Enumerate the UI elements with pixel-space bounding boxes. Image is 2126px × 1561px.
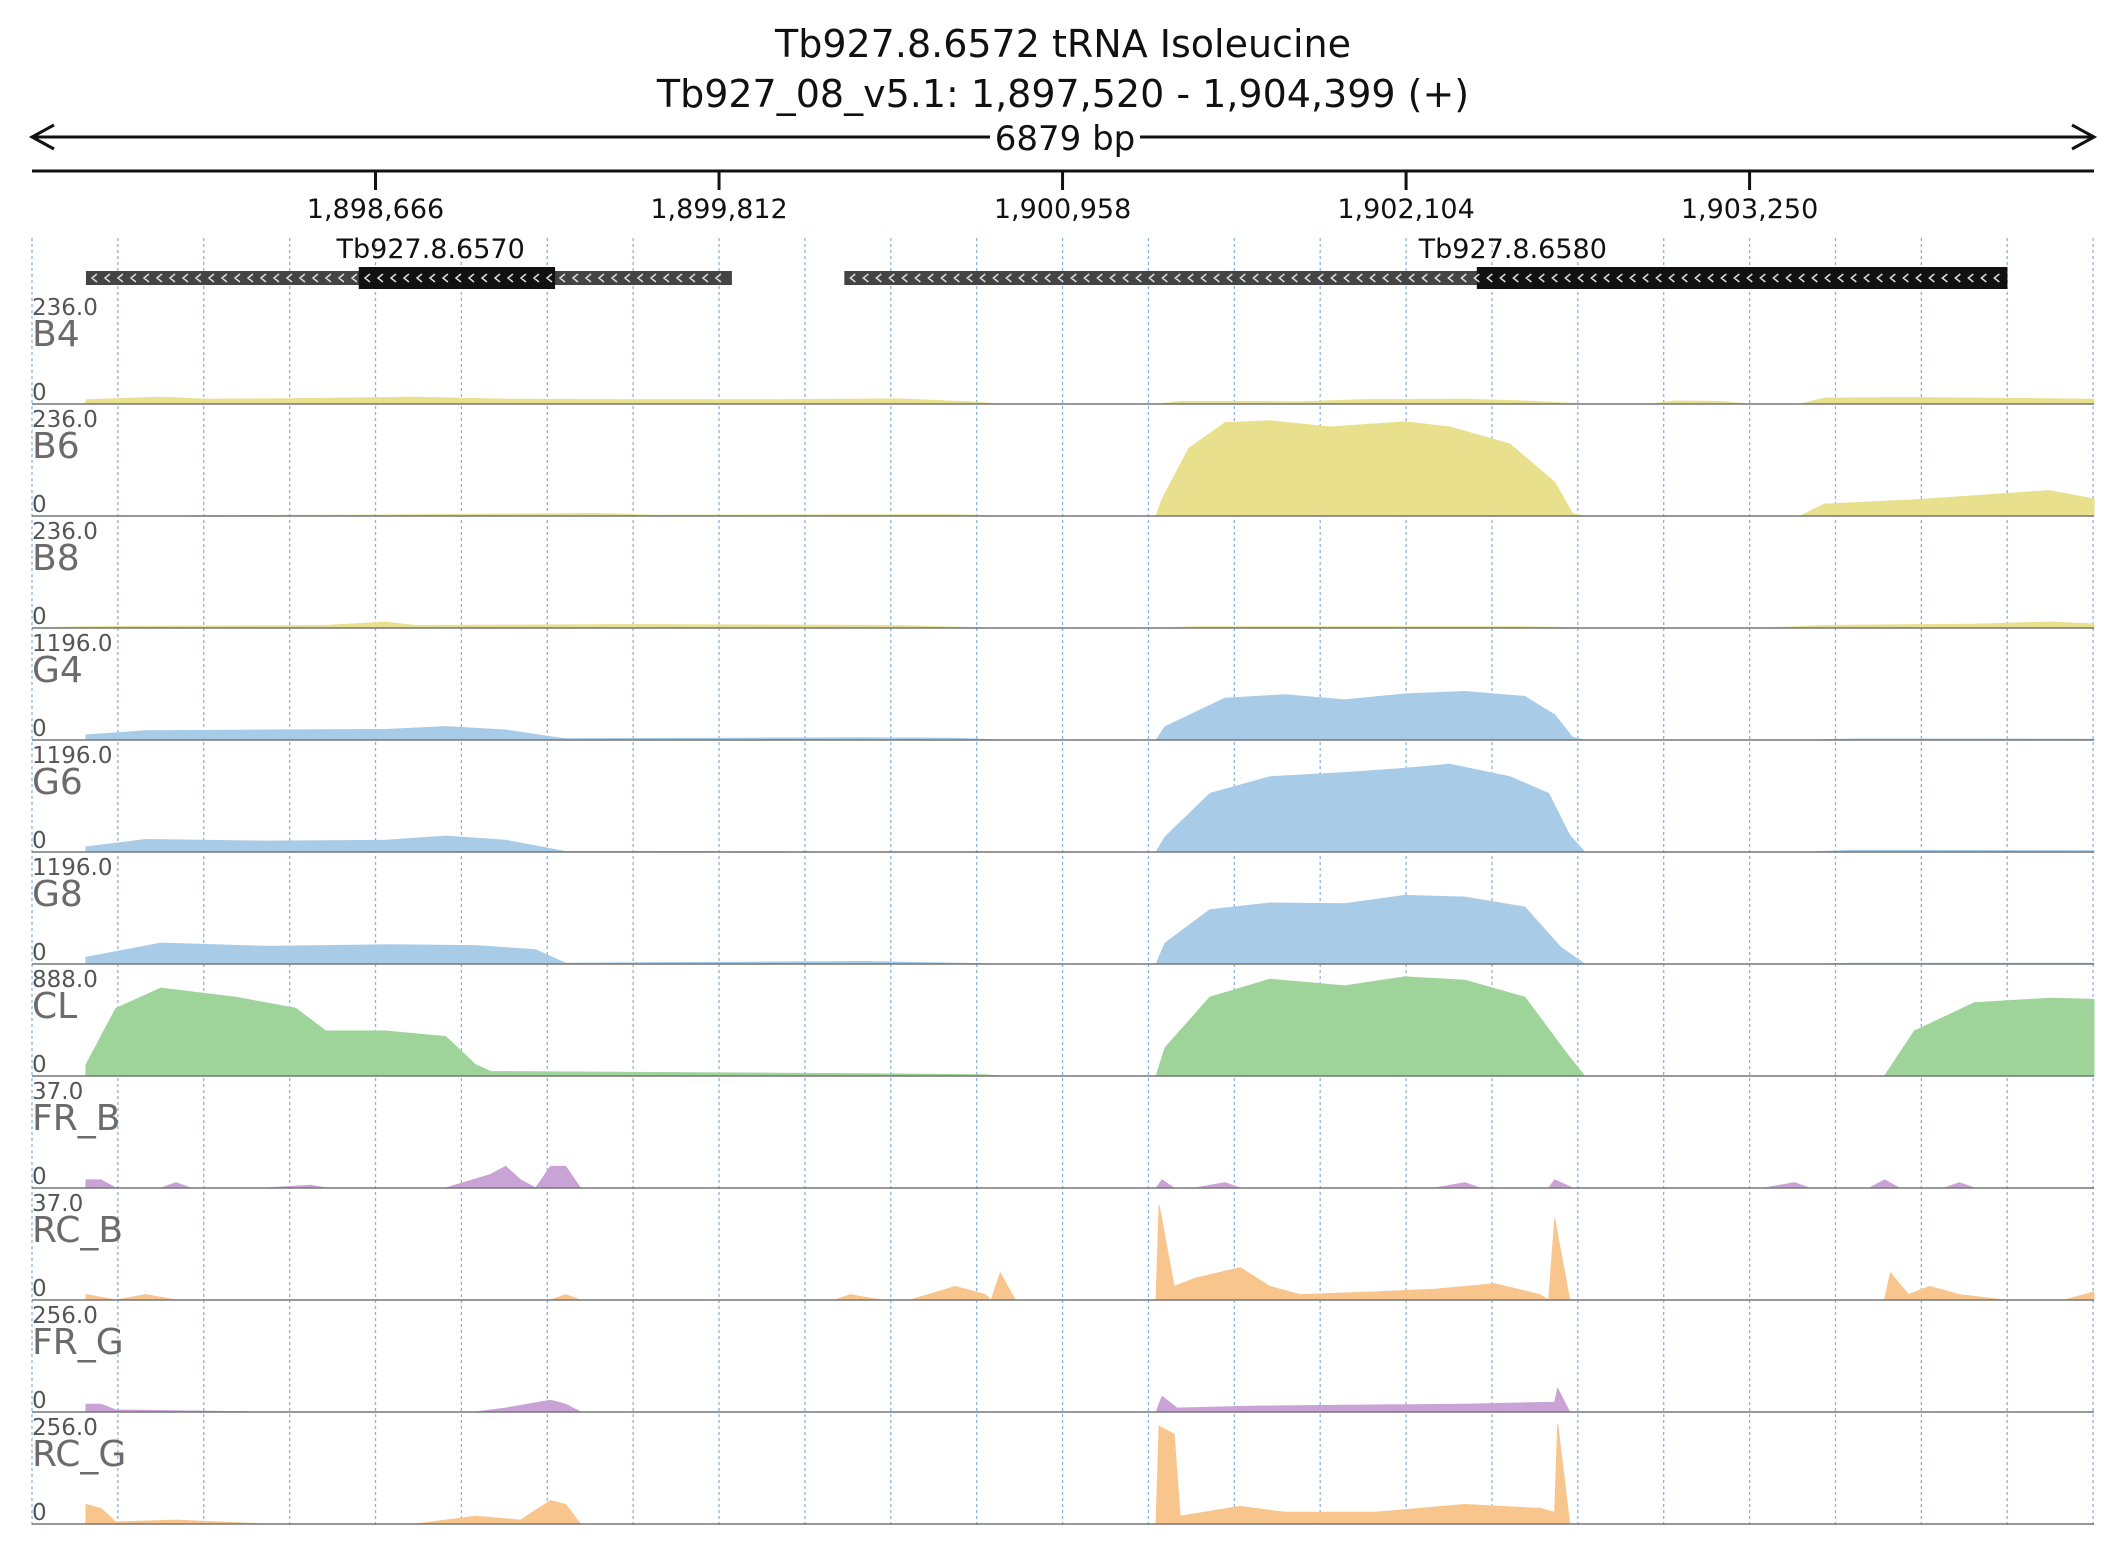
coordinate-tick-label: 1,903,250 bbox=[1681, 194, 1818, 225]
locus-label: Tb927_08_v5.1: 1,897,520 - 1,904,399 (+) bbox=[656, 72, 1469, 116]
track-min-label: 0 bbox=[32, 1164, 47, 1190]
gridlines bbox=[31, 238, 2094, 1528]
track-max-label: 256.0 bbox=[32, 1415, 98, 1441]
track-g4: 1196.0G4 0 bbox=[32, 631, 2095, 742]
track-name-label: B4 bbox=[32, 314, 80, 355]
track-fr-b: 37.0FR_B 0 bbox=[32, 1079, 2094, 1190]
track-b6: 236.0B6 0 bbox=[31, 407, 2095, 518]
track-b8: 236.0B8 0 bbox=[31, 519, 2095, 630]
track-min-label: 0 bbox=[32, 1500, 47, 1526]
span-arrowhead-right bbox=[2071, 123, 2098, 151]
track-max-label: 256.0 bbox=[32, 1303, 98, 1329]
track-min-label: 0 bbox=[32, 828, 47, 854]
gene-name-label: Tb927.8.6570 bbox=[336, 234, 525, 265]
coverage-area bbox=[85, 1387, 2094, 1413]
track-fr-g: 256.0FR_G 0 bbox=[32, 1303, 2094, 1414]
track-cl: 888.0CL 0 bbox=[32, 967, 2095, 1078]
track-name-label: B6 bbox=[32, 426, 80, 467]
track-min-label: 0 bbox=[32, 380, 47, 406]
track-name-label: B8 bbox=[32, 538, 80, 579]
track-max-label: 888.0 bbox=[32, 967, 98, 993]
track-name-label: CL bbox=[32, 986, 77, 1027]
track-min-label: 0 bbox=[32, 1276, 47, 1302]
coordinate-tick-label: 1,899,812 bbox=[650, 194, 787, 225]
track-name-label: RC_G bbox=[32, 1434, 126, 1475]
gene-models: Tb927.8.6570 Tb927.8.6580 bbox=[85, 234, 2008, 289]
track-min-label: 0 bbox=[32, 716, 47, 742]
track-max-label: 236.0 bbox=[32, 519, 98, 545]
gene-cds-block bbox=[1476, 267, 2008, 289]
gene-strand-arrows bbox=[849, 273, 2000, 283]
coordinate-ticks: 1,898,666 1,899,812 1,900,958 1,902,104 1,90… bbox=[307, 171, 1818, 225]
track-max-label: 1196.0 bbox=[32, 743, 112, 769]
track-min-label: 0 bbox=[32, 1052, 47, 1078]
track-max-label: 1196.0 bbox=[32, 855, 112, 881]
track-name-label: RC_B bbox=[32, 1210, 123, 1251]
track-max-label: 236.0 bbox=[32, 407, 98, 433]
track-min-label: 0 bbox=[32, 1388, 47, 1414]
chart-title: Tb927.8.6572 tRNA Isoleucine bbox=[774, 22, 1351, 66]
gene-strand-arrows bbox=[90, 273, 722, 283]
coverage-area bbox=[85, 396, 2095, 405]
track-name-label: FR_B bbox=[32, 1098, 120, 1139]
coordinate-tick-label: 1,902,104 bbox=[1337, 194, 1474, 225]
track-max-label: 37.0 bbox=[32, 1191, 83, 1217]
track-max-label: 236.0 bbox=[32, 295, 98, 321]
track-name-label: G6 bbox=[32, 762, 83, 803]
track-max-label: 1196.0 bbox=[32, 631, 112, 657]
track-rc-g: 256.0RC_G 0 bbox=[32, 1415, 2094, 1526]
track-name-label: FR_G bbox=[32, 1322, 124, 1363]
coverage-area bbox=[85, 1165, 2094, 1189]
track-g6: 1196.0G6 0 bbox=[32, 743, 2095, 854]
coverage-area bbox=[85, 1423, 2094, 1525]
coverage-area bbox=[85, 976, 2095, 1077]
track-min-label: 0 bbox=[32, 604, 47, 630]
coverage-area bbox=[85, 690, 2095, 741]
coverage-area bbox=[85, 763, 2095, 853]
track-g8: 1196.0G8 0 bbox=[32, 855, 2095, 966]
track-b4: 236.0B4 0 bbox=[32, 295, 2095, 406]
coverage-area bbox=[85, 1205, 2095, 1301]
track-name-label: G8 bbox=[32, 874, 83, 915]
gene-name-label: Tb927.8.6580 bbox=[1418, 234, 1607, 265]
track-min-label: 0 bbox=[32, 492, 47, 518]
coordinate-tick-label: 1,898,666 bbox=[307, 194, 444, 225]
span-ruler: 6879 bp bbox=[28, 119, 2098, 173]
track-max-label: 37.0 bbox=[32, 1079, 83, 1105]
coverage-area bbox=[31, 420, 2095, 517]
track-name-label: G4 bbox=[32, 650, 83, 691]
coverage-area bbox=[31, 621, 2095, 629]
track-rc-b: 37.0RC_B 0 bbox=[32, 1191, 2095, 1302]
coordinate-tick-label: 1,900,958 bbox=[994, 194, 1131, 225]
span-label: 6879 bp bbox=[995, 119, 1136, 159]
span-arrowhead-left bbox=[28, 123, 55, 151]
coverage-tracks: 236.0B40236.0B60236.0B801196.0G401196.0G… bbox=[31, 295, 2095, 1526]
coverage-area bbox=[85, 894, 2095, 965]
track-min-label: 0 bbox=[32, 940, 47, 966]
